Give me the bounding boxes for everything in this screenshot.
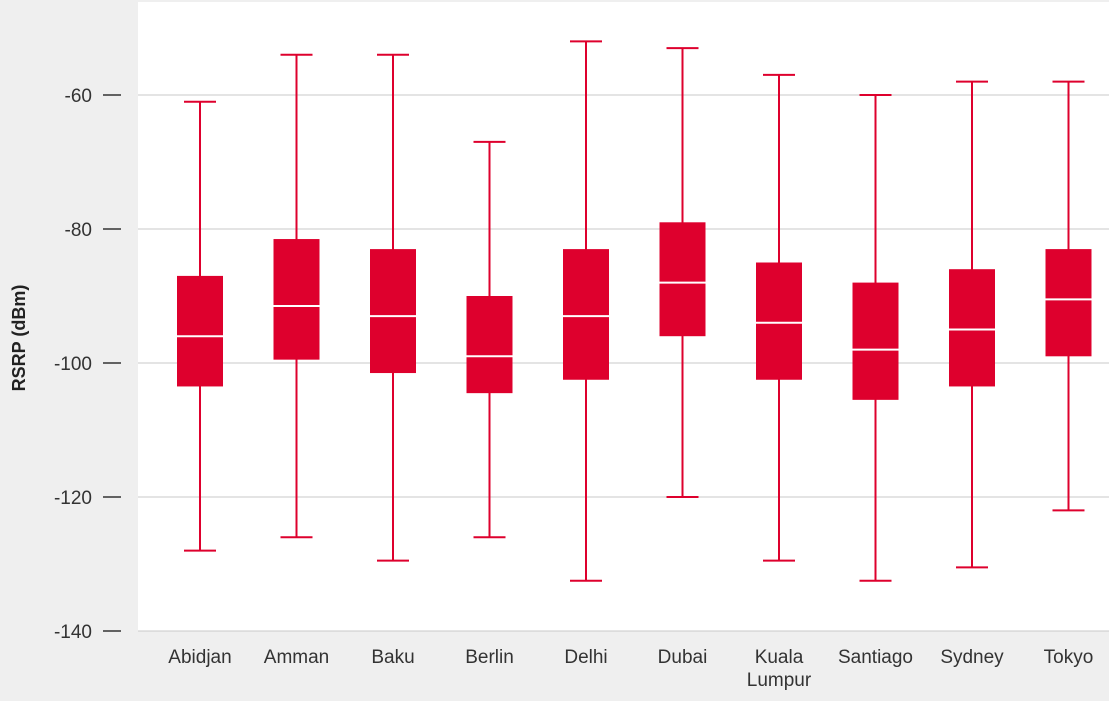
box xyxy=(466,296,513,394)
x-tick-label: Dubai xyxy=(658,647,708,668)
x-tick-label-line: Berlin xyxy=(465,647,514,668)
gridlines xyxy=(138,94,1109,632)
y-axis-label: RSRP (dBm) xyxy=(9,285,29,392)
x-tick-label-line: Abidjan xyxy=(168,647,231,668)
x-tick-label-line: Kuala xyxy=(755,647,804,668)
box xyxy=(177,275,223,387)
box-group xyxy=(273,53,320,539)
x-axis: Abidjan Amman Baku Berlin Delhi Dubai Kuala Lum… xyxy=(168,647,1093,691)
y-axis: -60 -80 -100 -120 -140 xyxy=(54,86,121,643)
x-tick-label: Sydney xyxy=(940,647,1004,668)
x-tick-label-line: Delhi xyxy=(564,647,607,668)
x-tick-label-line: Lumpur xyxy=(747,670,812,691)
x-tick-label-line: Baku xyxy=(371,647,414,668)
y-tick-label: -120 xyxy=(54,488,92,509)
x-tick-label: Delhi xyxy=(564,647,607,668)
y-tick-label: -80 xyxy=(65,220,92,241)
x-tick-label-line: Santiago xyxy=(838,647,913,668)
box xyxy=(273,239,320,360)
box xyxy=(370,249,416,374)
box xyxy=(659,222,706,337)
y-tick-label: -100 xyxy=(54,354,92,375)
x-tick-label: Amman xyxy=(264,647,329,668)
y-tick-label: -60 xyxy=(65,86,92,107)
box-group xyxy=(756,73,802,562)
x-tick-label: Abidjan xyxy=(168,647,231,668)
box xyxy=(949,269,995,387)
box-group xyxy=(1045,80,1092,512)
box-group xyxy=(177,100,223,552)
box xyxy=(756,262,802,380)
x-tick-label: Santiago xyxy=(838,647,913,668)
box-group xyxy=(949,80,995,569)
x-tick-label-line: Dubai xyxy=(658,647,708,668)
y-tick-label: -140 xyxy=(54,622,92,643)
x-tick-label: Berlin xyxy=(465,647,514,668)
box-group xyxy=(659,47,706,498)
x-tick-label-line: Sydney xyxy=(940,647,1004,668)
box-group xyxy=(466,140,513,539)
x-tick-label: Kuala Lumpur xyxy=(747,647,812,691)
x-tick-label-line: Tokyo xyxy=(1044,647,1094,668)
box-group xyxy=(563,40,609,582)
boxes xyxy=(177,40,1092,582)
box xyxy=(1045,249,1092,357)
x-tick-label-line: Amman xyxy=(264,647,329,668)
box xyxy=(563,249,609,380)
box-group xyxy=(852,94,899,582)
x-tick-label: Baku xyxy=(371,647,414,668)
x-tick-label: Tokyo xyxy=(1044,647,1094,668)
box-group xyxy=(370,53,416,562)
box xyxy=(852,282,899,400)
